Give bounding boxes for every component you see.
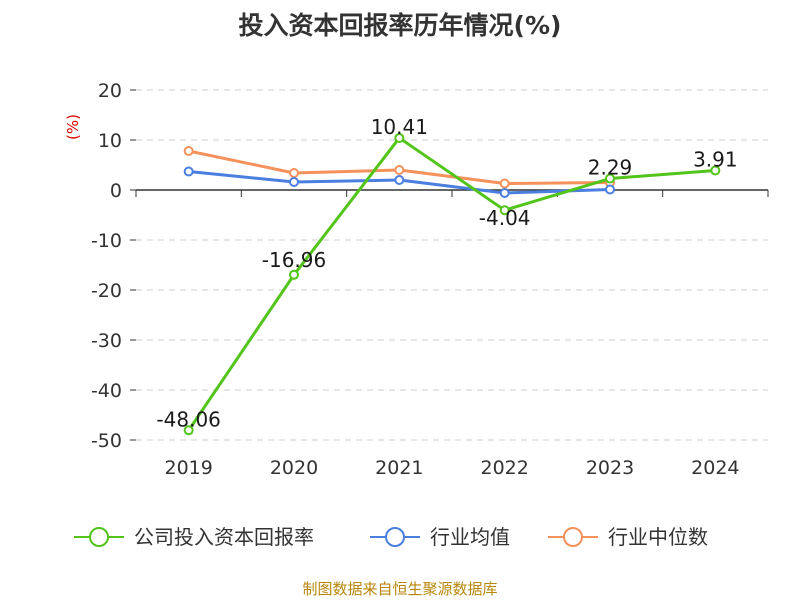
data-point [499,205,510,216]
source-note: 制图数据来自恒生聚源数据库 [302,580,498,598]
y-tick-label: 10 [98,130,122,152]
legend-label: 行业均值 [430,525,510,549]
data-label-layer: -48.06 -16.96 10.41 -4.04 2.29 3.91 [156,115,737,431]
series-line [187,136,716,432]
legend-marker [385,527,405,547]
legend-marker [563,527,583,547]
x-tick-label: 2020 [270,457,318,479]
y-tick-label: -20 [91,280,122,302]
data-point [183,166,194,177]
y-tick-label: 20 [98,80,122,102]
data-point [605,184,615,195]
data-label: 2.29 [588,156,633,180]
data-point [394,132,405,143]
data-point [289,168,299,178]
series-layer [183,132,721,436]
legend-item[interactable]: 行业均值 [370,525,510,549]
legend-marker [89,527,109,547]
x-tick-label: 2021 [375,457,423,479]
data-point [289,177,299,187]
legend-label: 行业中位数 [608,525,708,549]
y-axis-label: (%) [64,114,82,140]
y-tick-label: -50 [91,430,122,452]
data-point [605,173,615,184]
y-tick-label: -40 [91,380,122,402]
data-point [183,146,194,156]
data-point [183,425,194,436]
data-point [289,269,299,280]
data-label: -48.06 [156,407,220,431]
x-tick-label: 2022 [480,457,528,479]
axis-layer: 20 10 0 -10 -20 -30 -40 -50 2019 2020 2021 2022 2023… [91,80,769,479]
legend[interactable]: 公司投入资本回报率 行业均值 行业中位数 [74,525,708,549]
data-label: 3.91 [693,147,738,171]
legend-item[interactable]: 公司投入资本回报率 [74,525,314,549]
chart-title: 投入资本回报率历年情况(%) [238,11,562,40]
y-tick-label: 0 [110,180,122,202]
data-label: -16.96 [262,248,326,272]
legend-item[interactable]: 行业中位数 [548,525,708,549]
legend-label: 公司投入资本回报率 [134,525,314,549]
x-tick-label: 2023 [586,457,634,479]
x-tick-label: 2019 [164,457,212,479]
data-point [710,165,721,176]
y-tick-label: -10 [91,230,122,252]
data-point [499,178,510,189]
data-point [499,188,510,198]
x-tick-label: 2024 [691,457,739,479]
data-point [394,165,405,175]
grid-layer [136,89,768,441]
data-label: 10.41 [371,115,428,139]
y-tick-label: -30 [91,330,122,352]
data-label: -4.04 [479,206,531,230]
data-point [394,175,405,185]
